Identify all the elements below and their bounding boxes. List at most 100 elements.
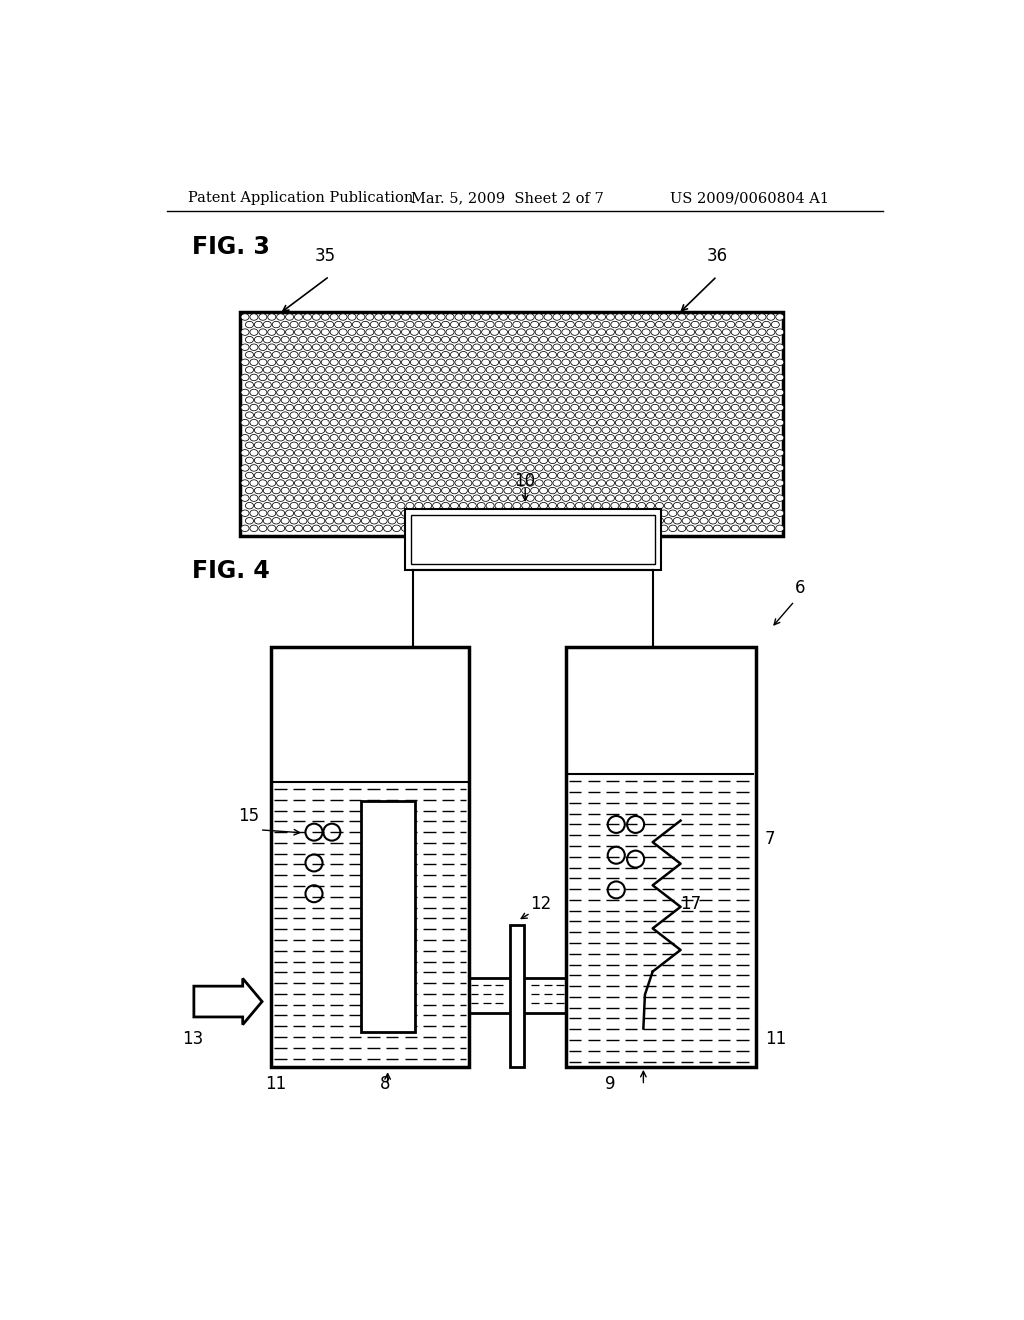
Ellipse shape — [432, 503, 440, 510]
Ellipse shape — [464, 434, 472, 441]
Ellipse shape — [326, 503, 334, 510]
Ellipse shape — [530, 367, 539, 374]
Ellipse shape — [352, 426, 360, 433]
Ellipse shape — [254, 321, 262, 327]
Ellipse shape — [633, 359, 641, 366]
Ellipse shape — [392, 450, 400, 457]
Ellipse shape — [446, 495, 454, 502]
Ellipse shape — [290, 397, 298, 404]
Ellipse shape — [678, 359, 686, 366]
Ellipse shape — [669, 314, 677, 321]
Ellipse shape — [700, 351, 708, 358]
Ellipse shape — [316, 381, 325, 388]
Ellipse shape — [371, 412, 378, 418]
Ellipse shape — [437, 510, 445, 516]
Ellipse shape — [562, 420, 570, 426]
Ellipse shape — [758, 479, 766, 486]
Ellipse shape — [326, 442, 334, 449]
Ellipse shape — [691, 412, 699, 418]
Ellipse shape — [246, 321, 254, 327]
Ellipse shape — [299, 337, 307, 343]
Ellipse shape — [771, 517, 779, 524]
Ellipse shape — [767, 420, 775, 426]
Ellipse shape — [700, 426, 708, 433]
Ellipse shape — [419, 345, 427, 350]
Ellipse shape — [312, 404, 321, 411]
Ellipse shape — [286, 479, 294, 486]
Ellipse shape — [316, 503, 325, 510]
Ellipse shape — [384, 329, 391, 335]
Ellipse shape — [388, 442, 396, 449]
Ellipse shape — [544, 510, 552, 516]
Ellipse shape — [486, 503, 495, 510]
Ellipse shape — [700, 381, 708, 388]
Ellipse shape — [642, 465, 650, 471]
Ellipse shape — [522, 381, 529, 388]
Ellipse shape — [468, 442, 476, 449]
Ellipse shape — [348, 525, 356, 532]
Ellipse shape — [709, 487, 717, 494]
Ellipse shape — [437, 479, 445, 486]
Ellipse shape — [254, 397, 262, 404]
Ellipse shape — [620, 517, 628, 524]
Ellipse shape — [419, 359, 427, 366]
Ellipse shape — [352, 397, 360, 404]
Ellipse shape — [553, 450, 561, 457]
Ellipse shape — [348, 314, 356, 321]
Ellipse shape — [540, 487, 548, 494]
Ellipse shape — [553, 434, 561, 441]
Bar — [271, 647, 469, 1067]
Ellipse shape — [303, 359, 311, 366]
Ellipse shape — [352, 351, 360, 358]
Ellipse shape — [495, 457, 503, 463]
Ellipse shape — [705, 525, 713, 532]
Ellipse shape — [246, 457, 254, 463]
Ellipse shape — [620, 412, 628, 418]
Ellipse shape — [749, 420, 757, 426]
Ellipse shape — [695, 525, 703, 532]
Ellipse shape — [406, 381, 414, 388]
Ellipse shape — [424, 397, 432, 404]
Ellipse shape — [659, 450, 668, 457]
Ellipse shape — [322, 329, 330, 335]
Ellipse shape — [335, 321, 343, 327]
Ellipse shape — [308, 412, 315, 418]
Ellipse shape — [411, 525, 419, 532]
Ellipse shape — [473, 420, 481, 426]
Ellipse shape — [763, 503, 770, 510]
Ellipse shape — [464, 510, 472, 516]
Ellipse shape — [700, 412, 708, 418]
Ellipse shape — [308, 381, 315, 388]
Ellipse shape — [406, 457, 414, 463]
Ellipse shape — [316, 517, 325, 524]
Ellipse shape — [441, 321, 450, 327]
Ellipse shape — [544, 465, 552, 471]
Ellipse shape — [432, 426, 440, 433]
Ellipse shape — [522, 473, 529, 479]
Ellipse shape — [749, 510, 757, 516]
Ellipse shape — [544, 525, 552, 532]
Ellipse shape — [709, 321, 717, 327]
Ellipse shape — [629, 321, 637, 327]
Ellipse shape — [580, 450, 588, 457]
Ellipse shape — [735, 426, 743, 433]
Ellipse shape — [580, 479, 588, 486]
Ellipse shape — [276, 479, 285, 486]
Ellipse shape — [570, 525, 579, 532]
Ellipse shape — [308, 321, 315, 327]
Ellipse shape — [544, 420, 552, 426]
Ellipse shape — [326, 517, 334, 524]
Ellipse shape — [606, 465, 614, 471]
Ellipse shape — [451, 503, 459, 510]
Ellipse shape — [606, 374, 614, 380]
Ellipse shape — [335, 367, 343, 374]
Ellipse shape — [295, 434, 302, 441]
Ellipse shape — [731, 525, 739, 532]
Ellipse shape — [375, 374, 383, 380]
Ellipse shape — [659, 510, 668, 516]
Ellipse shape — [330, 314, 338, 321]
Ellipse shape — [384, 510, 391, 516]
Ellipse shape — [606, 314, 614, 321]
Ellipse shape — [615, 465, 624, 471]
Ellipse shape — [763, 321, 770, 327]
